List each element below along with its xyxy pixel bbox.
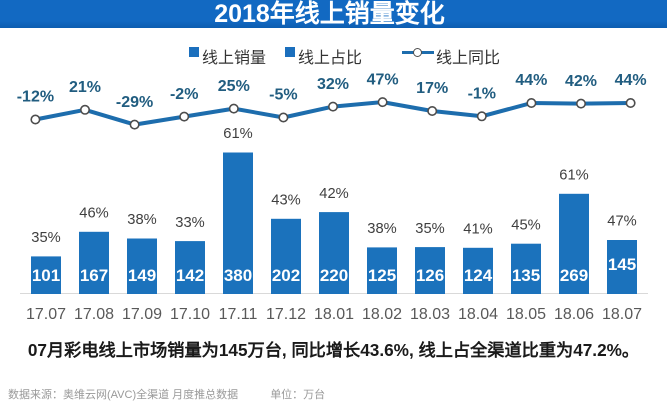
- svg-text:135: 135: [512, 266, 540, 285]
- svg-text:142: 142: [176, 266, 204, 285]
- svg-text:47%: 47%: [367, 71, 399, 88]
- svg-text:25%: 25%: [218, 78, 250, 95]
- svg-text:17%: 17%: [416, 80, 448, 97]
- svg-text:42%: 42%: [319, 186, 348, 202]
- svg-text:18.05: 18.05: [506, 306, 546, 323]
- svg-text:380: 380: [224, 266, 252, 285]
- svg-text:149: 149: [128, 266, 156, 285]
- svg-text:45%: 45%: [511, 217, 540, 233]
- svg-text:17.11: 17.11: [219, 306, 258, 323]
- svg-text:33%: 33%: [175, 215, 204, 231]
- svg-text:-5%: -5%: [269, 87, 297, 104]
- svg-text:35%: 35%: [415, 221, 444, 237]
- svg-text:126: 126: [416, 266, 444, 285]
- svg-text:61%: 61%: [223, 126, 252, 142]
- svg-text:38%: 38%: [127, 212, 156, 228]
- svg-text:21%: 21%: [69, 79, 101, 96]
- svg-text:32%: 32%: [317, 76, 349, 93]
- svg-text:18.02: 18.02: [362, 306, 402, 323]
- svg-text:145: 145: [608, 255, 636, 274]
- svg-text:46%: 46%: [79, 206, 108, 222]
- svg-text:18.04: 18.04: [458, 306, 498, 323]
- svg-text:18.06: 18.06: [554, 306, 594, 323]
- svg-text:61%: 61%: [559, 168, 588, 184]
- svg-text:18.07: 18.07: [602, 306, 642, 323]
- svg-text:101: 101: [32, 266, 60, 285]
- svg-text:41%: 41%: [463, 222, 492, 238]
- svg-text:44%: 44%: [615, 72, 647, 89]
- svg-text:17.12: 17.12: [266, 306, 306, 323]
- svg-text:44%: 44%: [515, 72, 547, 89]
- svg-text:17.07: 17.07: [26, 306, 66, 323]
- svg-text:-29%: -29%: [116, 94, 153, 111]
- svg-text:35%: 35%: [31, 230, 60, 246]
- svg-text:124: 124: [464, 266, 493, 285]
- svg-text:18.01: 18.01: [314, 306, 354, 323]
- svg-text:38%: 38%: [367, 221, 396, 237]
- svg-text:18.03: 18.03: [410, 306, 450, 323]
- svg-text:167: 167: [80, 266, 108, 285]
- svg-text:202: 202: [272, 266, 300, 285]
- svg-text:-12%: -12%: [17, 89, 54, 106]
- svg-text:269: 269: [560, 266, 588, 285]
- svg-text:220: 220: [320, 266, 348, 285]
- svg-text:42%: 42%: [565, 73, 597, 90]
- svg-text:43%: 43%: [271, 193, 300, 209]
- svg-text:-2%: -2%: [170, 86, 198, 103]
- svg-text:125: 125: [368, 266, 396, 285]
- svg-text:-1%: -1%: [468, 86, 496, 103]
- svg-text:17.10: 17.10: [170, 306, 210, 323]
- svg-text:17.08: 17.08: [74, 306, 114, 323]
- svg-text:17.09: 17.09: [122, 306, 162, 323]
- svg-text:47%: 47%: [607, 214, 636, 230]
